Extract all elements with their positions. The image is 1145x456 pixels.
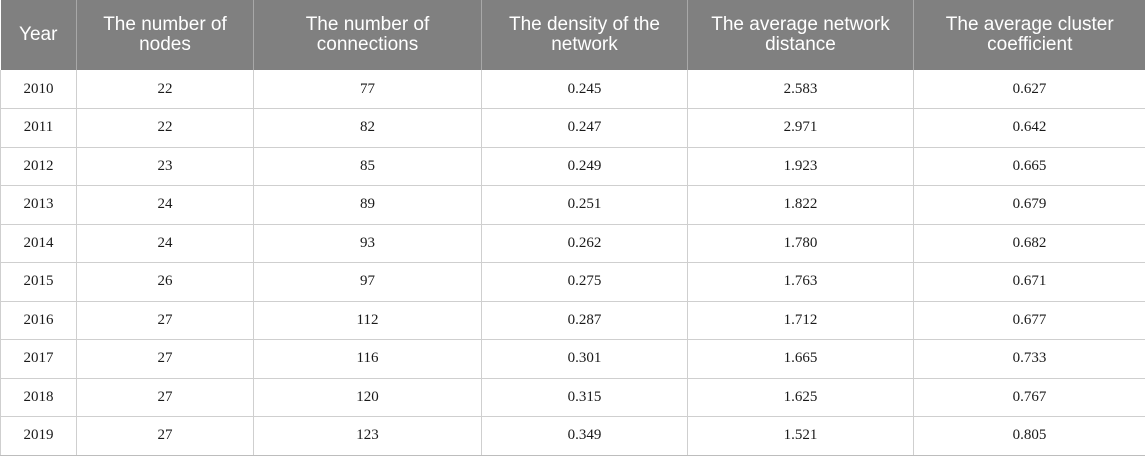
- cell-year: 2010: [0, 70, 77, 109]
- table-row: 2015 26 97 0.275 1.763 0.671: [0, 262, 1145, 302]
- cell-network-distance: 1.625: [687, 378, 914, 417]
- cell-network-distance: 1.822: [687, 185, 914, 225]
- header-number-of-connections: The number of connections: [253, 0, 482, 70]
- cell-cluster-coefficient: 0.682: [913, 224, 1145, 263]
- cell-cluster-coefficient: 0.671: [913, 262, 1145, 302]
- cell-nodes: 23: [76, 147, 254, 186]
- cell-network-distance: 1.923: [687, 147, 914, 186]
- table-row: 2019 27 123 0.349 1.521 0.805: [0, 416, 1145, 456]
- cell-cluster-coefficient: 0.767: [913, 378, 1145, 417]
- cell-cluster-coefficient: 0.733: [913, 339, 1145, 379]
- cell-network-distance: 1.712: [687, 301, 914, 340]
- cell-cluster-coefficient: 0.679: [913, 185, 1145, 225]
- header-average-cluster-coefficient: The average cluster coefficient: [913, 0, 1145, 70]
- cell-network-distance: 1.763: [687, 262, 914, 302]
- cell-density: 0.275: [481, 262, 688, 302]
- cell-network-distance: 1.521: [687, 416, 914, 456]
- header-year: Year: [0, 0, 77, 70]
- header-average-network-distance: The average network distance: [687, 0, 914, 70]
- cell-year: 2017: [0, 339, 77, 379]
- cell-density: 0.287: [481, 301, 688, 340]
- cell-network-distance: 2.583: [687, 70, 914, 109]
- cell-density: 0.349: [481, 416, 688, 456]
- cell-network-distance: 2.971: [687, 108, 914, 148]
- cell-nodes: 27: [76, 339, 254, 379]
- table-row: 2011 22 82 0.247 2.971 0.642: [0, 108, 1145, 148]
- cell-connections: 123: [253, 416, 482, 456]
- cell-nodes: 27: [76, 378, 254, 417]
- cell-nodes: 27: [76, 416, 254, 456]
- cell-density: 0.301: [481, 339, 688, 379]
- header-network-density: The density of the network: [481, 0, 688, 70]
- table-row: 2017 27 116 0.301 1.665 0.733: [0, 339, 1145, 379]
- table-row: 2018 27 120 0.315 1.625 0.767: [0, 378, 1145, 417]
- cell-connections: 93: [253, 224, 482, 263]
- cell-density: 0.247: [481, 108, 688, 148]
- cell-connections: 89: [253, 185, 482, 225]
- cell-year: 2018: [0, 378, 77, 417]
- cell-cluster-coefficient: 0.665: [913, 147, 1145, 186]
- cell-density: 0.262: [481, 224, 688, 263]
- cell-density: 0.249: [481, 147, 688, 186]
- table-body: 2010 22 77 0.245 2.583 0.627 2011 22 82 …: [0, 70, 1145, 456]
- cell-connections: 97: [253, 262, 482, 302]
- cell-year: 2019: [0, 416, 77, 456]
- table-row: 2010 22 77 0.245 2.583 0.627: [0, 70, 1145, 109]
- cell-cluster-coefficient: 0.805: [913, 416, 1145, 456]
- cell-nodes: 24: [76, 224, 254, 263]
- cell-connections: 77: [253, 70, 482, 109]
- cell-year: 2011: [0, 108, 77, 148]
- cell-density: 0.245: [481, 70, 688, 109]
- cell-nodes: 26: [76, 262, 254, 302]
- cell-nodes: 22: [76, 70, 254, 109]
- cell-year: 2014: [0, 224, 77, 263]
- header-number-of-nodes: The number of nodes: [76, 0, 254, 70]
- cell-nodes: 22: [76, 108, 254, 148]
- table-header: Year The number of nodes The number of c…: [0, 0, 1145, 70]
- cell-nodes: 27: [76, 301, 254, 340]
- cell-connections: 85: [253, 147, 482, 186]
- cell-network-distance: 1.665: [687, 339, 914, 379]
- cell-nodes: 24: [76, 185, 254, 225]
- cell-year: 2016: [0, 301, 77, 340]
- cell-year: 2013: [0, 185, 77, 225]
- cell-cluster-coefficient: 0.677: [913, 301, 1145, 340]
- cell-density: 0.251: [481, 185, 688, 225]
- table-row: 2013 24 89 0.251 1.822 0.679: [0, 185, 1145, 225]
- header-row: Year The number of nodes The number of c…: [0, 0, 1145, 70]
- cell-density: 0.315: [481, 378, 688, 417]
- cell-connections: 116: [253, 339, 482, 379]
- cell-network-distance: 1.780: [687, 224, 914, 263]
- table-row: 2014 24 93 0.262 1.780 0.682: [0, 224, 1145, 263]
- table-row: 2016 27 112 0.287 1.712 0.677: [0, 301, 1145, 340]
- cell-connections: 112: [253, 301, 482, 340]
- table-row: 2012 23 85 0.249 1.923 0.665: [0, 147, 1145, 186]
- cell-year: 2015: [0, 262, 77, 302]
- cell-cluster-coefficient: 0.627: [913, 70, 1145, 109]
- cell-connections: 120: [253, 378, 482, 417]
- cell-cluster-coefficient: 0.642: [913, 108, 1145, 148]
- cell-year: 2012: [0, 147, 77, 186]
- cell-connections: 82: [253, 108, 482, 148]
